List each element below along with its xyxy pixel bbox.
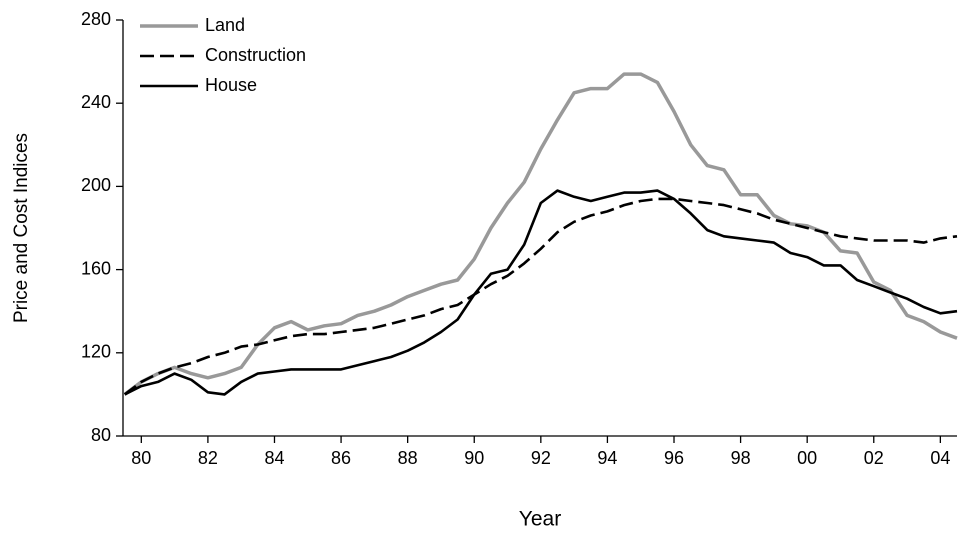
x-axis-label: Year [519, 508, 561, 531]
legend-label: Land [205, 15, 245, 35]
y-tick-label: 200 [81, 175, 111, 195]
legend-label: House [205, 75, 257, 95]
x-tick-label: 90 [464, 448, 484, 468]
x-tick-label: 92 [531, 448, 551, 468]
x-tick-label: 04 [930, 448, 950, 468]
y-tick-label: 240 [81, 92, 111, 112]
x-tick-label: 86 [331, 448, 351, 468]
x-tick-label: 98 [731, 448, 751, 468]
series-line [123, 197, 958, 396]
y-axis-label: Price and Cost Indices [11, 133, 32, 323]
x-tick-label: 00 [797, 448, 817, 468]
x-tick-label: 84 [264, 448, 284, 468]
y-tick-label: 280 [81, 9, 111, 29]
x-tick-label: 94 [597, 448, 617, 468]
y-tick-label: 80 [91, 425, 111, 445]
x-tick-label: 82 [198, 448, 218, 468]
series-line [124, 189, 958, 396]
x-tick-label: 02 [864, 448, 884, 468]
x-tick-label: 88 [398, 448, 418, 468]
y-tick-label: 120 [81, 342, 111, 362]
x-tick-label: 96 [664, 448, 684, 468]
series-line [123, 72, 958, 396]
x-tick-label: 80 [131, 448, 151, 468]
legend-label: Construction [205, 45, 306, 65]
y-tick-label: 160 [81, 258, 111, 278]
